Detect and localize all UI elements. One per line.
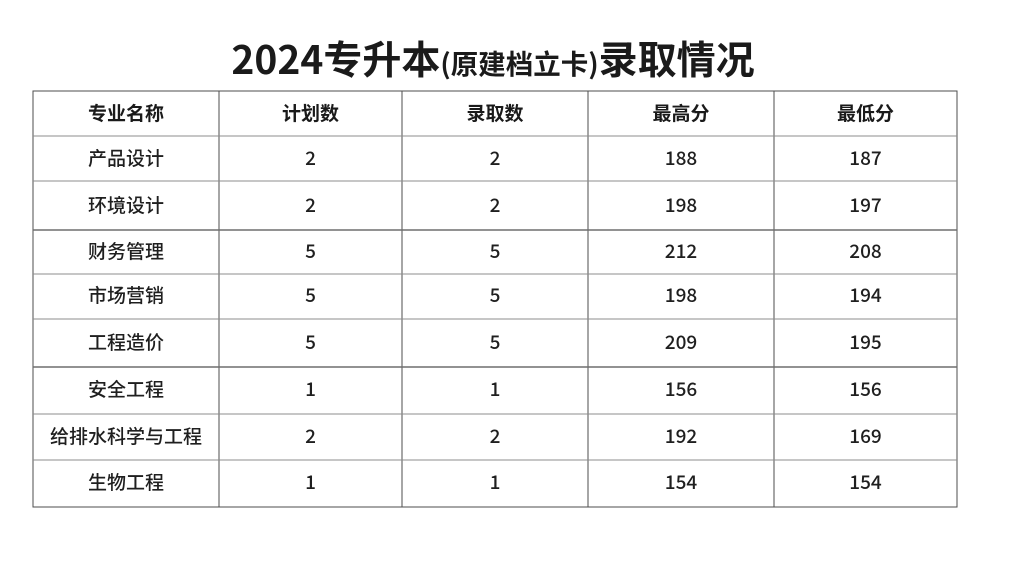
svg-text:2: 2 <box>490 144 501 171</box>
svg-text:5: 5 <box>490 237 501 264</box>
svg-text:最高分: 最高分 <box>652 99 709 126</box>
svg-text:5: 5 <box>305 281 316 308</box>
svg-text:1: 1 <box>305 375 316 402</box>
svg-text:财务管理: 财务管理 <box>88 237 164 264</box>
svg-text:1: 1 <box>490 468 501 495</box>
svg-text:195: 195 <box>849 328 882 355</box>
svg-text:169: 169 <box>849 422 882 449</box>
svg-text:5: 5 <box>305 237 316 264</box>
svg-text:市场营销: 市场营销 <box>88 281 164 308</box>
svg-text:生物工程: 生物工程 <box>88 468 164 495</box>
svg-text:198: 198 <box>665 281 698 308</box>
svg-text:给排水科学与工程: 给排水科学与工程 <box>50 422 202 449</box>
svg-text:154: 154 <box>665 468 698 495</box>
svg-text:2: 2 <box>490 191 501 218</box>
svg-text:194: 194 <box>849 281 882 308</box>
svg-text:录取数: 录取数 <box>466 99 523 126</box>
svg-text:2: 2 <box>305 144 316 171</box>
svg-text:156: 156 <box>665 375 698 402</box>
svg-text:212: 212 <box>665 237 698 264</box>
svg-text:产品设计: 产品设计 <box>88 144 164 171</box>
svg-text:2: 2 <box>305 191 316 218</box>
svg-text:209: 209 <box>665 328 698 355</box>
svg-text:计划数: 计划数 <box>282 99 339 126</box>
svg-text:198: 198 <box>665 191 698 218</box>
svg-text:安全工程: 安全工程 <box>88 375 164 402</box>
svg-text:192: 192 <box>665 422 698 449</box>
svg-text:187: 187 <box>849 144 882 171</box>
svg-text:1: 1 <box>305 468 316 495</box>
svg-text:156: 156 <box>849 375 882 402</box>
svg-text:工程造价: 工程造价 <box>88 328 164 355</box>
svg-text:197: 197 <box>849 191 882 218</box>
svg-text:5: 5 <box>305 328 316 355</box>
svg-text:专业名称: 专业名称 <box>88 99 164 126</box>
svg-text:最低分: 最低分 <box>837 99 894 126</box>
svg-text:1: 1 <box>490 375 501 402</box>
svg-text:188: 188 <box>665 144 698 171</box>
svg-text:5: 5 <box>490 328 501 355</box>
svg-text:154: 154 <box>849 468 882 495</box>
svg-text:2: 2 <box>490 422 501 449</box>
svg-text:5: 5 <box>490 281 501 308</box>
svg-text:208: 208 <box>849 237 882 264</box>
svg-text:环境设计: 环境设计 <box>88 191 164 218</box>
svg-text:2: 2 <box>305 422 316 449</box>
